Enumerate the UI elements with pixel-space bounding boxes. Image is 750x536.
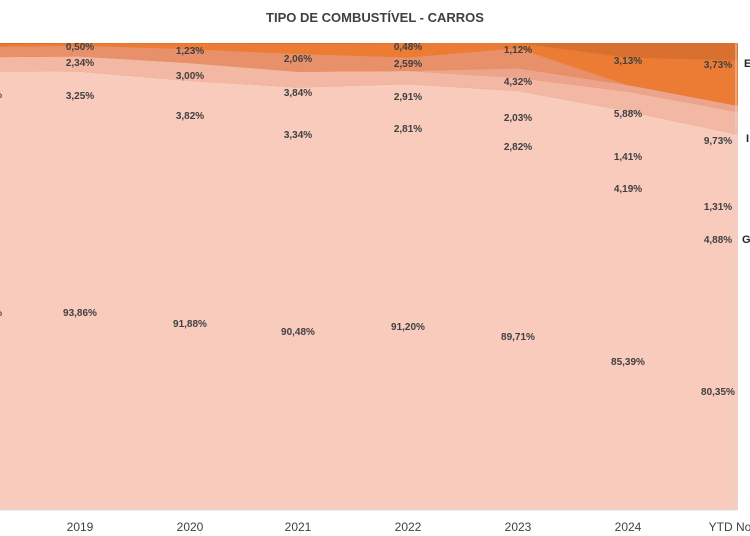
x-tick-label: YTD Nov 2 xyxy=(709,520,750,534)
series-area-0 xyxy=(0,71,738,510)
x-tick-label: 2023 xyxy=(505,520,532,534)
data-label: 2,81% xyxy=(394,124,422,135)
x-tick-label: 2022 xyxy=(395,520,422,534)
data-label: 3,13% xyxy=(614,56,642,67)
x-tick-label: 2021 xyxy=(285,520,312,534)
data-label: 85,39% xyxy=(611,357,645,368)
data-label: 4,19% xyxy=(614,184,642,195)
data-label: 2,91% xyxy=(394,92,422,103)
data-label: 1,41% xyxy=(614,152,642,163)
data-label: 3,84% xyxy=(284,88,312,99)
data-label: 90,48% xyxy=(281,327,315,338)
x-tick-label: 2019 xyxy=(67,520,94,534)
data-label: 2,03% xyxy=(504,113,532,124)
data-label: 80,35% xyxy=(701,387,735,398)
x-tick-label: 2024 xyxy=(615,520,642,534)
data-label: 2,34% xyxy=(66,58,94,69)
data-label: 0,50% xyxy=(66,42,94,53)
data-label: % xyxy=(0,90,2,101)
legend-entry: G xyxy=(742,234,750,246)
data-label: % xyxy=(0,308,2,319)
series-area-top xyxy=(0,43,738,45)
legend-entry: I xyxy=(746,133,749,145)
data-label: 1,12% xyxy=(504,45,532,56)
series-area-2 xyxy=(0,56,738,112)
data-label: 2,59% xyxy=(394,59,422,70)
data-label: 4,88% xyxy=(704,235,732,246)
x-tick-label: 2020 xyxy=(177,520,204,534)
data-label: 89,71% xyxy=(501,332,535,343)
chart-title: TIPO DE COMBUSTÍVEL - CARROS xyxy=(266,10,484,25)
data-label: 3,25% xyxy=(66,91,94,102)
data-label: 3,00% xyxy=(176,71,204,82)
data-label: 2,82% xyxy=(504,142,532,153)
data-label: 5,88% xyxy=(614,109,642,120)
series-area-1 xyxy=(0,56,738,135)
data-label: 4,32% xyxy=(504,77,532,88)
data-label: 1,31% xyxy=(704,202,732,213)
data-label: 9,73% xyxy=(704,136,732,147)
data-label: 1,23% xyxy=(176,46,204,57)
legend-entry: E xyxy=(744,58,750,70)
data-label: 0,48% xyxy=(394,42,422,53)
data-label: 91,88% xyxy=(173,319,207,330)
data-label: 91,20% xyxy=(391,322,425,333)
series-area-7 xyxy=(0,43,738,61)
data-label: 3,34% xyxy=(284,130,312,141)
data-label: 2,06% xyxy=(284,54,312,65)
data-label: 93,86% xyxy=(63,308,97,319)
series-area-5 xyxy=(0,43,738,106)
series-area-4 xyxy=(0,45,738,106)
data-label: 3,82% xyxy=(176,111,204,122)
data-label: 3,73% xyxy=(704,60,732,71)
